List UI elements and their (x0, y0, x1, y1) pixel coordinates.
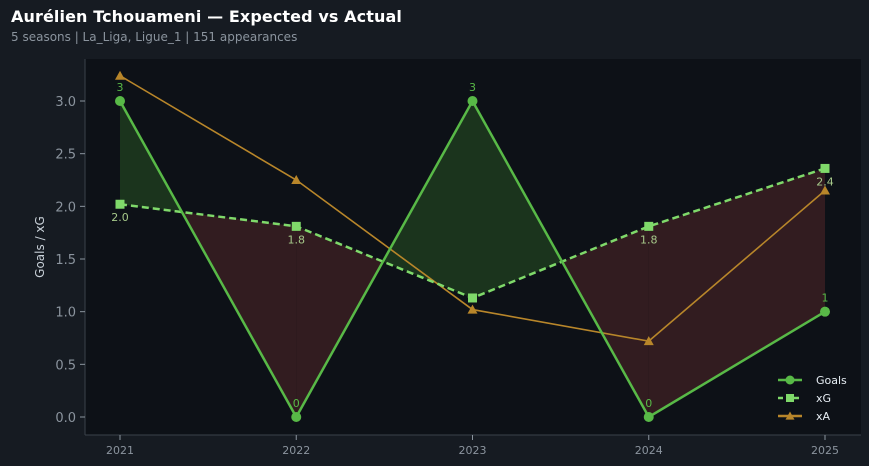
xa-point (115, 70, 125, 80)
y-tick-label: 1.5 (55, 253, 76, 268)
legend-xa-marker (785, 411, 795, 420)
goals-data-label: 0 (645, 397, 652, 410)
overperformance-fill (382, 101, 473, 298)
xg-data-label: 2.4 (816, 175, 834, 188)
goals-data-label: 3 (469, 81, 476, 94)
xg-point (468, 293, 477, 303)
goals-point (115, 96, 125, 107)
chart-subtitle: 5 seasons | La_Liga, Ligue_1 | 151 appea… (11, 30, 298, 44)
xa-point (467, 304, 478, 314)
y-tick-label: 0.0 (55, 411, 76, 426)
x-ticks: 2021 2022 2023 2024 2025 (106, 435, 839, 457)
legend-goals-label: Goals (816, 374, 847, 387)
chart-title: Aurélien Tchouameni — Expected vs Actual (11, 7, 402, 26)
x-tick-label: 2025 (811, 444, 839, 457)
y-tick-label: 2.5 (55, 148, 76, 163)
underperformance-fill (562, 226, 649, 417)
xg-point (644, 221, 654, 231)
goals-point (467, 96, 478, 107)
goals-point (291, 412, 302, 422)
legend-xg-label: xG (816, 392, 831, 405)
legend-xg-marker (786, 394, 794, 402)
xg-point (291, 221, 301, 231)
xg-point (820, 163, 830, 173)
goals-data-label: 3 (117, 81, 124, 94)
legend-xa-label: xA (816, 410, 831, 423)
goals-data-label: 1 (822, 292, 829, 305)
goals-point (643, 412, 654, 422)
xg-data-label: 2.0 (111, 211, 129, 224)
xg-point (115, 199, 125, 209)
xg-data-label: 1.8 (640, 233, 658, 246)
overperformance-fill (472, 101, 563, 298)
goals-point (820, 306, 830, 317)
x-tick-label: 2022 (282, 444, 310, 457)
legend-goals-marker (785, 375, 795, 385)
y-tick-label: 1.0 (55, 306, 76, 321)
data-labels: 3 0 3 0 1 2.0 1.8 1.8 2.4 (111, 81, 834, 410)
y-tick-label: 2.0 (55, 200, 76, 215)
series-markers (115, 70, 830, 422)
legend: Goals xG xA (778, 374, 847, 423)
underperformance-fill (296, 226, 383, 417)
y-axis-label: Goals / xG (33, 216, 47, 278)
fill-regions (120, 101, 825, 417)
underperformance-fill (648, 168, 825, 417)
xg-data-label: 1.8 (288, 233, 306, 246)
y-tick-label: 3.0 (55, 95, 76, 110)
x-tick-label: 2023 (459, 444, 487, 457)
goals-data-label: 0 (293, 397, 300, 410)
x-tick-label: 2021 (106, 444, 134, 457)
y-ticks: 0.0 0.5 1.0 1.5 2.0 2.5 3.0 (55, 95, 85, 426)
xa-point (291, 175, 302, 185)
x-tick-label: 2024 (635, 444, 663, 457)
y-tick-label: 0.5 (55, 358, 76, 373)
xa-point (643, 336, 654, 346)
xa-point (820, 185, 830, 195)
